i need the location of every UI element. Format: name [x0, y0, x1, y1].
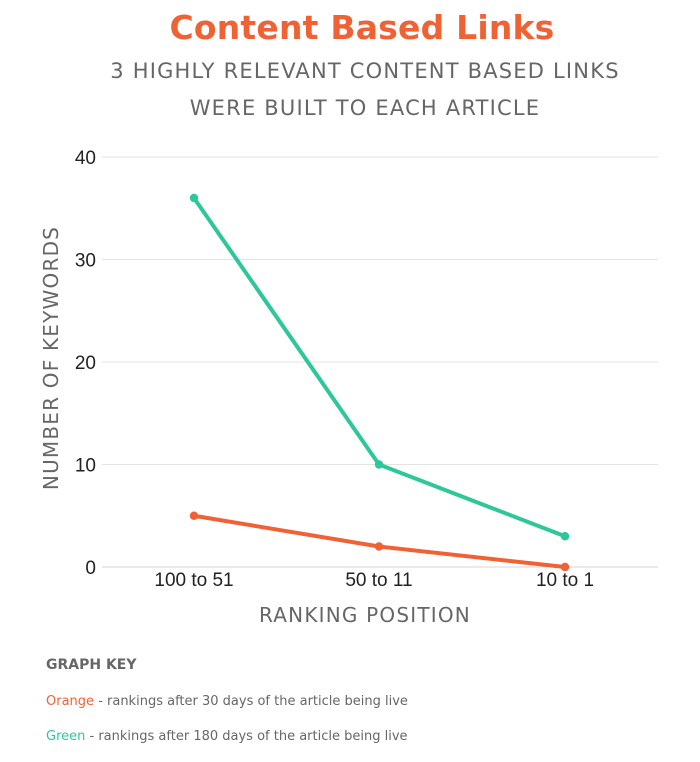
legend-title: GRAPH KEY	[46, 657, 137, 673]
series-line-1	[192, 513, 567, 569]
legend-item-orange-color-word: Orange	[46, 694, 95, 709]
x-tick-label: 50 to 11	[345, 570, 412, 591]
y-axis-ticks: 0 10 20 30 40	[75, 148, 96, 579]
legend-item-green-text: - rankings after 180 days of the article…	[89, 729, 408, 744]
x-tick-label: 100 to 51	[154, 570, 233, 591]
x-tick-label: 10 to 1	[536, 570, 594, 591]
y-tick-label: 20	[75, 353, 96, 374]
series-point-1-1	[374, 542, 384, 551]
chart-title: Content Based Links	[169, 8, 555, 47]
legend-item-green: Green - rankings after 180 days of the a…	[46, 729, 408, 744]
series-point-0-0	[189, 193, 199, 203]
y-axis-label: NUMBER OF KEYWORDS	[39, 226, 63, 490]
legend-item-orange: Orange - rankings after 30 days of the a…	[46, 694, 408, 709]
y-tick-label: 30	[75, 251, 96, 272]
legend-item-orange-text: - rankings after 30 days of the article …	[98, 694, 408, 709]
series-point-0-2	[560, 532, 570, 541]
series-point-1-0	[189, 511, 199, 520]
series-point-1-2	[560, 562, 570, 572]
x-axis-ticks: 100 to 51 50 to 11 10 to 1	[154, 570, 594, 591]
legend-item-green-color-word: Green	[46, 729, 86, 744]
series-lines	[192, 196, 567, 569]
chart-subtitle-line-1: 3 HIGHLY RELEVANT CONTENT BASED LINKS	[110, 59, 620, 83]
series-point-0-1	[374, 460, 384, 469]
y-tick-label: 10	[75, 456, 96, 477]
y-tick-label: 0	[85, 558, 96, 579]
grid-lines	[102, 156, 658, 568]
series-line-0	[192, 196, 567, 539]
y-tick-label: 40	[75, 148, 96, 169]
series-points	[189, 193, 570, 572]
chart-subtitle-line-2: WERE BUILT TO EACH ARTICLE	[189, 96, 541, 120]
x-axis-label: RANKING POSITION	[259, 603, 471, 627]
